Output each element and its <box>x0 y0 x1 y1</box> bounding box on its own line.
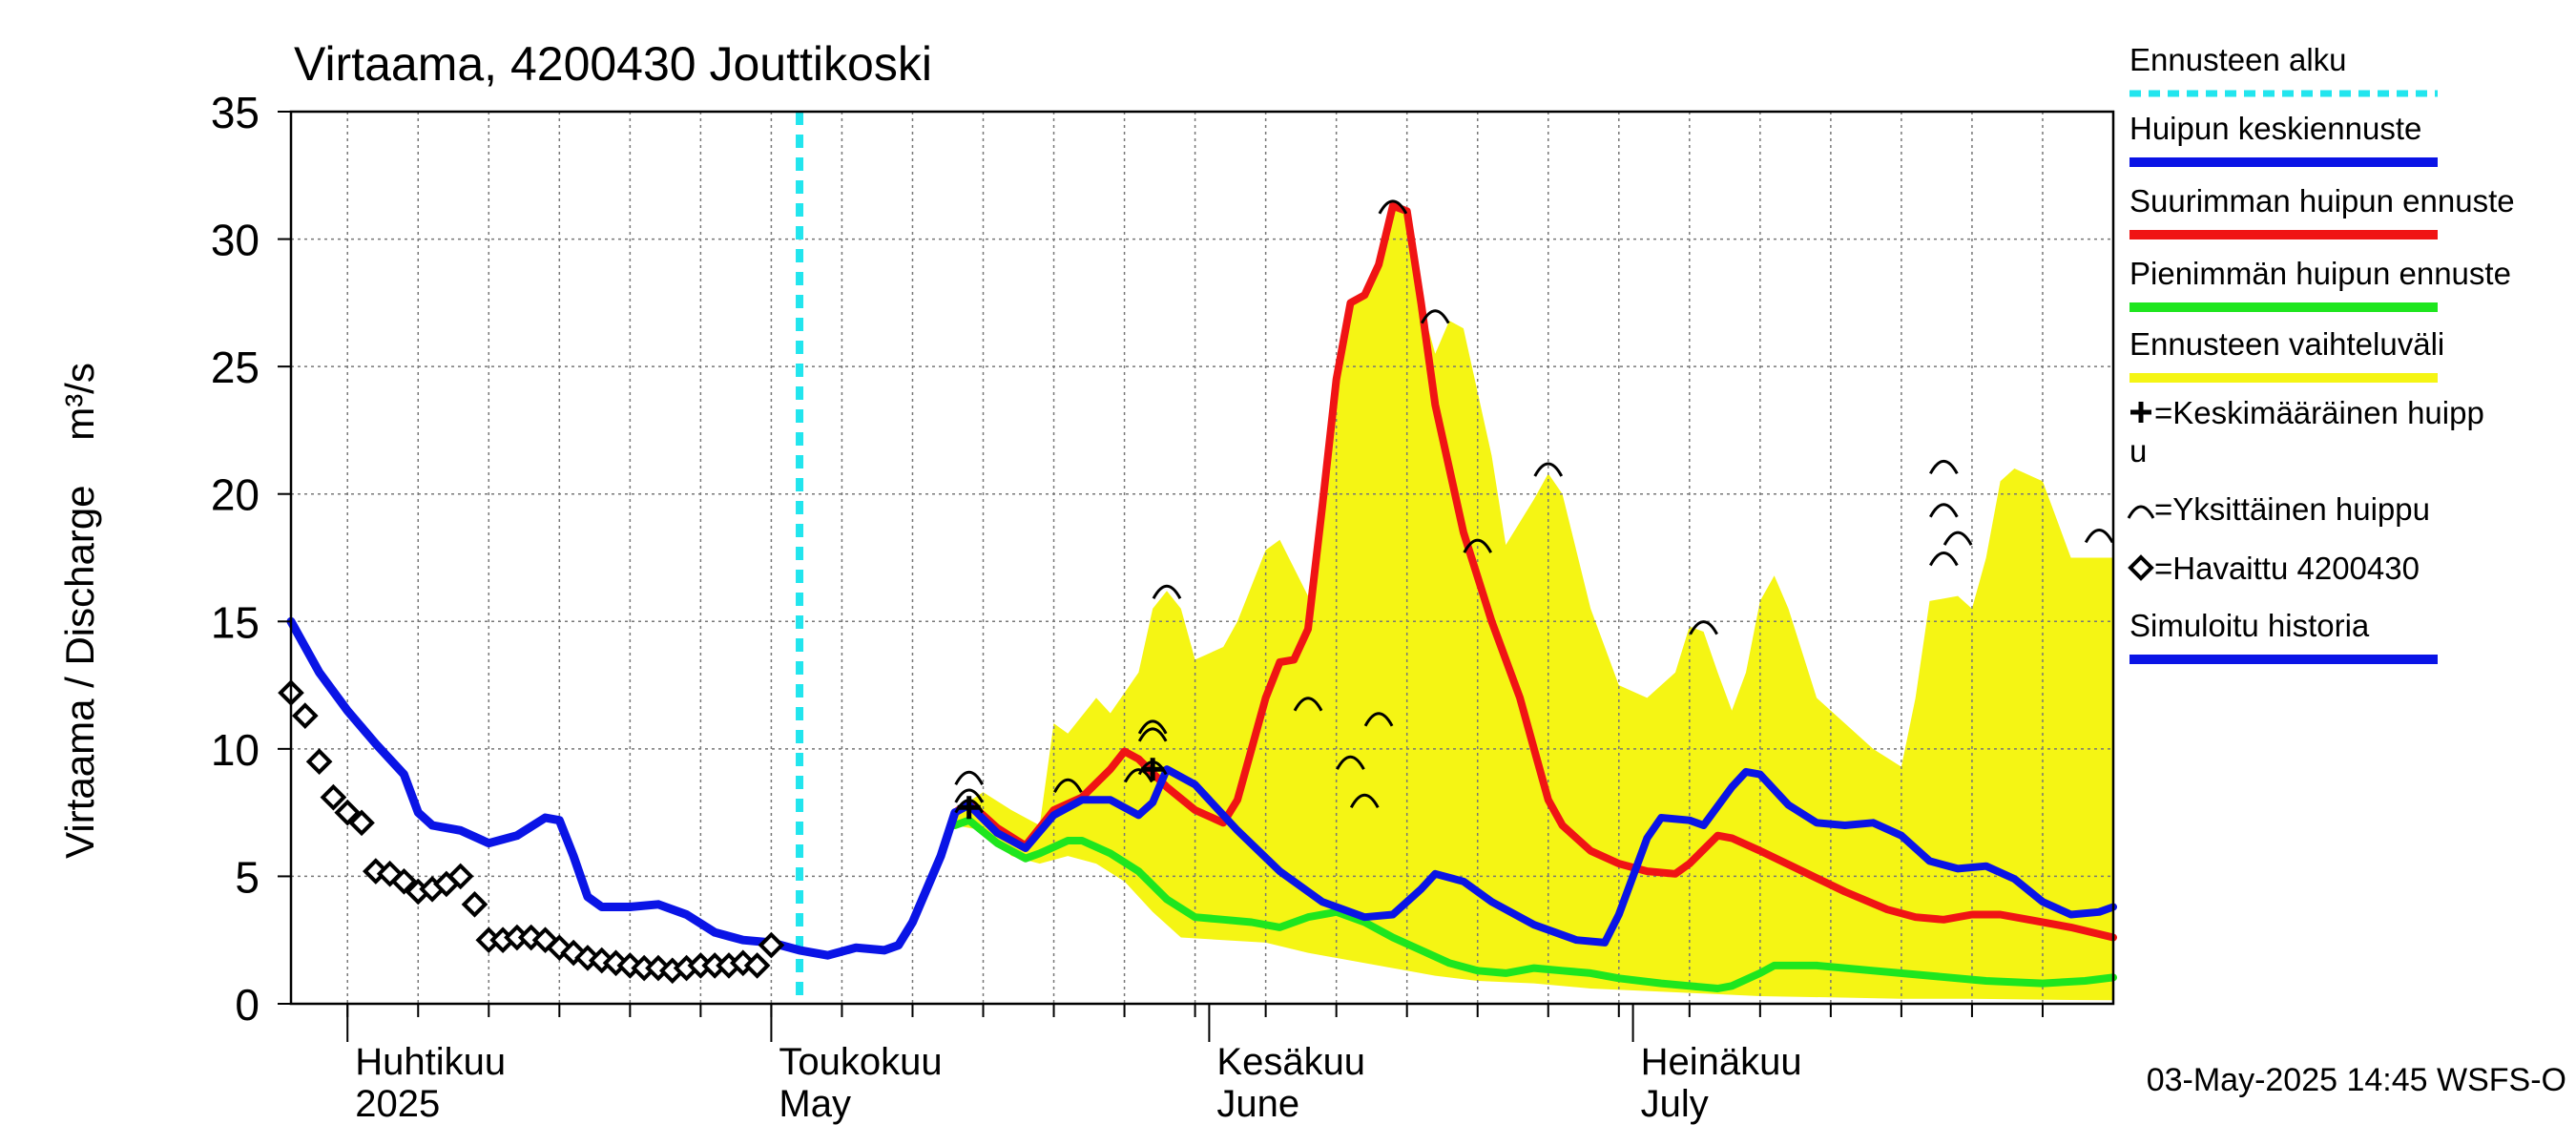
legend-label: Ennusteen vaihteluväli <box>2129 326 2444 362</box>
observed-point <box>531 926 559 954</box>
single-peak-marker <box>1929 459 1959 475</box>
mean-peak-marker <box>1141 758 1165 781</box>
single-peak-marker <box>1929 503 1959 518</box>
x-month-sublabel: 2025 <box>355 1083 440 1125</box>
x-month-sublabel: May <box>779 1083 851 1125</box>
legend-arc-icon <box>2127 505 2155 519</box>
plot-frame <box>289 110 2115 1006</box>
legend-plus-icon <box>2130 402 2151 423</box>
x-month-sublabel: July <box>1641 1083 1709 1125</box>
grid <box>291 112 2113 1004</box>
observed-point <box>320 783 347 811</box>
observed-point <box>743 952 771 979</box>
y-tick-label: 35 <box>211 88 260 137</box>
legend-label: Huipun keskiennuste <box>2129 111 2421 146</box>
y-tick-label: 10 <box>211 725 260 775</box>
range-band-area <box>954 205 2113 1001</box>
single-peak-marker <box>1152 584 1182 599</box>
observed-point <box>758 931 785 959</box>
footer-timestamp: 03-May-2025 14:45 WSFS-O <box>2147 1062 2566 1098</box>
single-peak-marker <box>954 770 985 785</box>
x-month-sublabel: June <box>1216 1083 1299 1125</box>
single-peak-marker <box>1929 552 1959 567</box>
legend-label-cont: u <box>2129 433 2147 468</box>
chart-title: Virtaama, 4200430 Jouttikoski <box>294 37 932 91</box>
observed-point <box>291 702 319 729</box>
single-peak-marker <box>1053 778 1083 793</box>
legend-label: Pienimmän huipun ennuste <box>2129 256 2511 291</box>
mean-forecast-line <box>950 765 2117 947</box>
simulated-history-line <box>286 616 960 960</box>
observed-point <box>390 867 418 895</box>
y-tick-label: 0 <box>235 980 260 1030</box>
axes: 05101520253035Huhtikuu2025ToukokuuMayKes… <box>211 88 2115 1125</box>
peak-markers <box>278 199 2114 985</box>
observed-point <box>546 934 573 962</box>
single-peak-marker <box>954 788 985 803</box>
x-month-label: Heinäkuu <box>1641 1041 1802 1083</box>
observed-point <box>461 890 488 918</box>
min-forecast-line <box>950 816 2117 992</box>
single-peak-marker <box>1137 719 1168 735</box>
observed-point <box>334 799 362 826</box>
single-peak-marker <box>1124 768 1153 783</box>
single-peak-marker <box>1363 712 1394 727</box>
single-peak-marker <box>1533 462 1564 477</box>
observed-point <box>348 809 375 837</box>
x-month-label: Kesäkuu <box>1216 1041 1365 1083</box>
y-tick-label: 30 <box>211 216 260 265</box>
mean-peak-marker <box>957 796 981 820</box>
single-peak-marker <box>1378 199 1408 215</box>
legend-label: =Yksittäinen huippu <box>2154 491 2430 527</box>
single-peak-marker <box>1336 755 1365 770</box>
forecast-range-band <box>954 205 2113 1001</box>
legend-label: Suurimman huipun ennuste <box>2129 183 2515 219</box>
single-peak-marker <box>1420 309 1450 324</box>
single-peak-marker <box>1463 538 1493 553</box>
y-tick-label: 20 <box>211 470 260 520</box>
legend-label: Ennusteen alku <box>2129 42 2347 77</box>
y-tick-label: 15 <box>211 597 260 647</box>
legend-label: =Havaittu 4200430 <box>2154 551 2420 586</box>
legend-label: =Keskimääräinen huipp <box>2154 395 2484 430</box>
legend-diamond-icon <box>2128 554 2154 581</box>
single-peak-marker <box>2084 528 2114 544</box>
single-peak-marker <box>1293 697 1323 712</box>
y-tick-label: 25 <box>211 343 260 392</box>
observed-point <box>447 863 474 890</box>
x-month-label: Toukokuu <box>779 1041 942 1083</box>
single-peak-marker <box>1137 727 1168 742</box>
single-peak-marker <box>1942 531 1973 546</box>
observed-point <box>305 748 333 776</box>
y-tick-label: 5 <box>235 852 260 902</box>
x-month-label: Huhtikuu <box>355 1041 506 1083</box>
legend: Ennusteen alku Huipun keskiennuste Suurimm… <box>2127 42 2515 664</box>
single-peak-marker <box>1349 793 1380 809</box>
y-axis-label: Virtaama / Discharge m³/s <box>57 363 102 859</box>
single-peak-marker <box>1689 620 1718 635</box>
legend-label: Simuloitu historia <box>2129 608 2370 643</box>
